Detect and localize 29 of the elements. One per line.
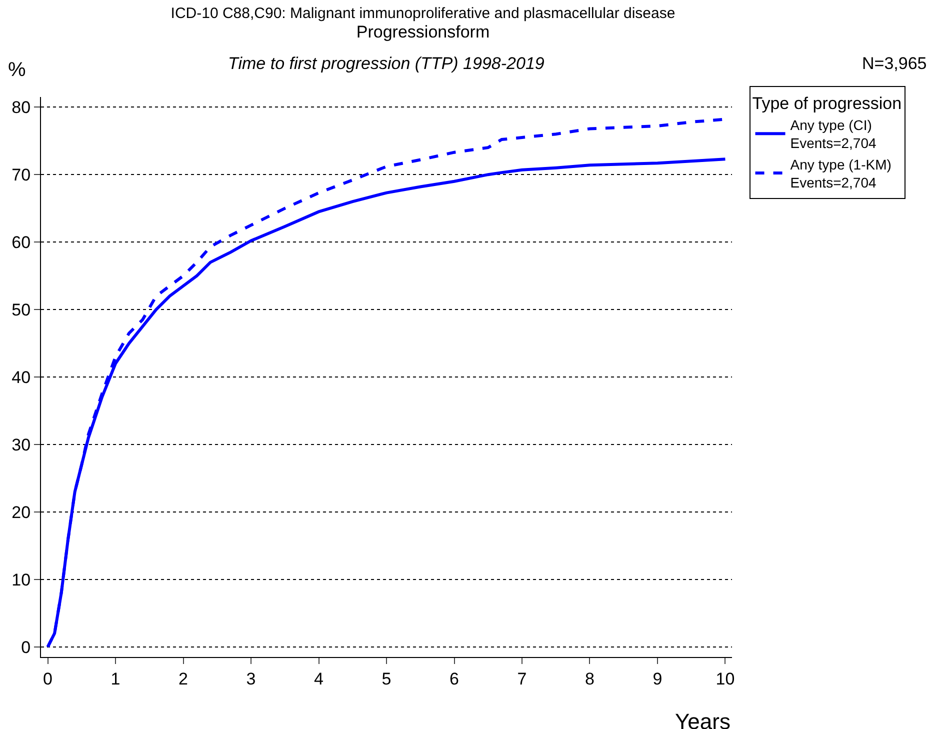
y-tick-label: 80 (12, 98, 31, 118)
legend-title: Type of progression (752, 94, 902, 113)
y-tick-label: 20 (12, 502, 31, 522)
y-axis-title: % (8, 59, 26, 81)
x-tick-label: 6 (450, 669, 459, 688)
x-tick-label: 8 (585, 669, 594, 688)
legend-label: Any type (CI) Events=2,704 (790, 116, 876, 152)
x-tick-label: 9 (652, 669, 662, 688)
chart-subtitle: Progressionsform (356, 22, 490, 42)
x-tick-label: 10 (716, 669, 735, 688)
y-tick-label: 40 (12, 368, 31, 387)
y-tick-label: 70 (12, 166, 31, 185)
legend-label: Any type (1-KM) Events=2,704 (790, 156, 892, 191)
x-tick-label: 1 (110, 669, 120, 688)
text: Time to first progression (TTP) 1998-2019 (228, 54, 545, 73)
text: N=3,965 (862, 54, 927, 73)
y-tick-label: 30 (12, 435, 31, 454)
x-tick-label: 4 (314, 669, 324, 688)
x-axis-title: Years (675, 709, 730, 729)
y-tick-label: 50 (12, 300, 31, 320)
x-tick-label: 5 (382, 669, 392, 688)
x-tick-label: 3 (246, 669, 256, 688)
chart-title: ICD-10 C88,C90: Malignant immunoproliferative and plasmacellular disease (170, 5, 676, 22)
x-tick-label: 7 (517, 669, 527, 688)
x-tick-label: 0 (43, 669, 53, 688)
x-tick-label: 2 (178, 669, 188, 688)
y-tick-label: 0 (21, 638, 31, 657)
y-tick-label: 60 (12, 233, 31, 252)
y-tick-label: 10 (12, 570, 31, 590)
